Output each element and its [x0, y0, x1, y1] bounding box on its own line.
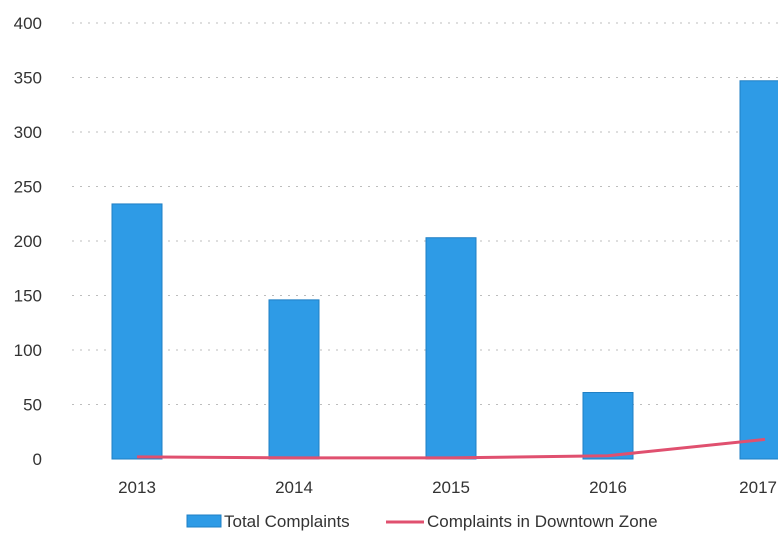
line-series [136, 437, 766, 460]
y-tick-label: 150 [14, 287, 42, 306]
legend-label-downtown-zone: Complaints in Downtown Zone [427, 512, 658, 531]
y-tick-label: 0 [33, 450, 42, 469]
y-tick-label: 400 [14, 14, 42, 33]
y-tick-label: 100 [14, 341, 42, 360]
legend: Total Complaints Complaints in Downtown … [186, 512, 658, 531]
x-tick-label: 2017 [739, 478, 777, 497]
line-downtown-zone [136, 437, 766, 460]
legend-label-total-complaints: Total Complaints [224, 512, 350, 531]
bar-2017 [739, 80, 778, 460]
y-tick-label: 300 [14, 123, 42, 142]
x-tick-label: 2014 [275, 478, 313, 497]
x-tick-label: 2016 [589, 478, 627, 497]
bar-2015 [425, 237, 477, 460]
bars [111, 80, 778, 460]
x-tick-label: 2013 [118, 478, 156, 497]
y-tick-label: 200 [14, 232, 42, 251]
y-tick-label: 50 [23, 396, 42, 415]
bar-2016 [582, 392, 634, 460]
y-tick-label: 250 [14, 178, 42, 197]
y-tick-label: 350 [14, 69, 42, 88]
bar-2014 [268, 299, 320, 460]
gridlines [72, 22, 778, 405]
x-tick-label: 2015 [432, 478, 470, 497]
x-axis-ticks: 2013 2014 2015 2016 2017 [118, 478, 777, 497]
y-axis-ticks: 0 50 100 150 200 250 300 350 400 [14, 14, 42, 469]
bar-2013 [111, 203, 163, 460]
legend-swatch-total-complaints [186, 514, 222, 528]
